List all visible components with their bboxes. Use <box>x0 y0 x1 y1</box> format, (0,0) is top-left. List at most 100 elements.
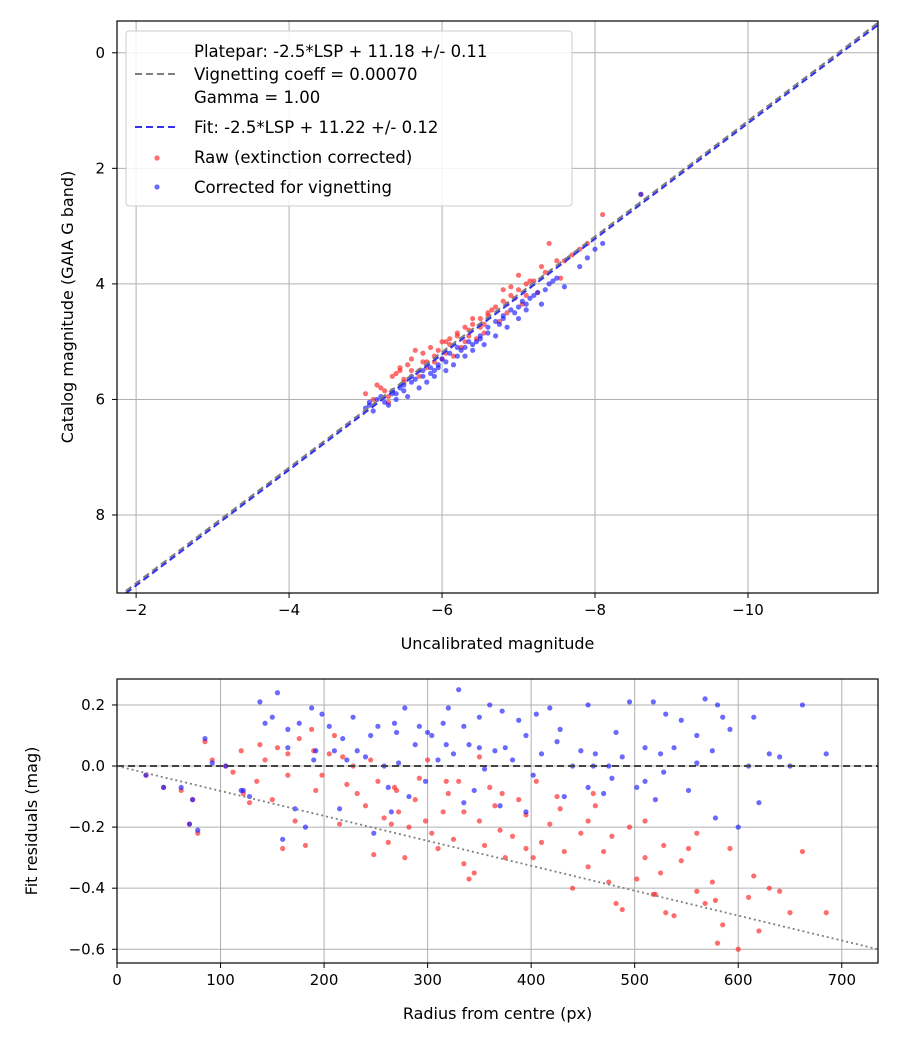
raw-point <box>422 818 429 824</box>
corrected-point <box>500 313 506 319</box>
x-axis-label: Radius from centre (px) <box>403 1004 592 1023</box>
raw-point <box>823 910 829 916</box>
corrected-point <box>652 797 658 803</box>
corrected-point <box>223 763 229 769</box>
corrected-point <box>709 748 715 754</box>
corrected-point <box>393 729 400 736</box>
corrected-point <box>547 705 553 711</box>
x-tick-label: −10 <box>732 601 764 619</box>
corrected-point <box>481 341 487 348</box>
corrected-point <box>340 735 346 742</box>
raw-point <box>397 365 403 371</box>
raw-point <box>642 855 648 861</box>
corrected-point <box>476 714 482 720</box>
raw-point <box>238 748 244 754</box>
corrected-point <box>497 803 503 809</box>
raw-point <box>554 258 560 264</box>
corrected-point <box>366 402 372 408</box>
raw-point <box>408 367 415 374</box>
corrected-point <box>375 723 381 729</box>
raw-point <box>429 830 435 836</box>
x-tick-label: −2 <box>125 601 147 619</box>
corrected-point <box>406 793 412 800</box>
corrected-point <box>533 711 539 717</box>
raw-point <box>527 278 533 284</box>
corrected-point <box>504 324 510 330</box>
corrected-point <box>481 766 488 772</box>
corrected-point <box>657 751 664 757</box>
corrected-point <box>671 745 677 751</box>
raw-point <box>487 784 493 791</box>
corrected-point <box>661 769 667 775</box>
legend-corrected-label: Corrected for vignetting <box>194 178 392 197</box>
corrected-point <box>799 702 806 708</box>
raw-point <box>344 781 350 787</box>
corrected-point <box>777 754 783 760</box>
corrected-point <box>546 281 552 287</box>
corrected-point <box>326 723 332 729</box>
x-tick-label: −4 <box>278 601 300 619</box>
corrected-point <box>523 307 529 313</box>
raw-point <box>661 842 667 849</box>
corrected-point <box>425 729 431 736</box>
raw-point <box>466 333 472 339</box>
raw-point <box>262 757 268 763</box>
raw-point <box>382 388 388 394</box>
corrected-point <box>476 745 482 751</box>
residuals-chart: 0 100 200 300 400 500 600 700 0.2 0.0 −0.2 −0.4 −0.… <box>22 678 879 1023</box>
raw-point <box>375 778 381 784</box>
raw-point <box>499 790 505 797</box>
raw-point <box>712 897 719 903</box>
corrected-point <box>823 751 829 757</box>
raw-point <box>374 382 380 388</box>
corrected-point <box>535 289 541 296</box>
y-tick-label: 0.0 <box>81 757 105 775</box>
legend-fit-label: Fit: -2.5*LSP + 11.22 +/- 0.12 <box>194 118 438 137</box>
raw-point <box>538 839 545 845</box>
corrected-point <box>420 373 426 379</box>
raw-point <box>751 873 757 879</box>
raw-point <box>285 772 291 778</box>
corrected-point <box>714 702 721 708</box>
raw-point <box>671 913 677 919</box>
corrected-point <box>601 790 607 797</box>
y-tick-label: 2 <box>95 159 105 177</box>
raw-point <box>508 292 514 299</box>
corrected-point <box>450 751 457 757</box>
corrected-point <box>523 732 529 739</box>
corrected-point <box>454 353 460 359</box>
raw-point <box>694 888 700 894</box>
raw-point <box>319 772 325 778</box>
raw-point <box>626 824 633 830</box>
corrected-point <box>262 720 268 726</box>
x-axis-ticks: 0 100 200 300 400 500 600 700 <box>112 963 856 989</box>
x-tick-label: 300 <box>413 971 442 989</box>
raw-point <box>309 726 315 732</box>
corrected-point <box>585 784 591 791</box>
corrected-point <box>431 373 438 379</box>
raw-point <box>787 910 793 916</box>
corrected-point <box>160 784 167 791</box>
x-tick-label: −8 <box>584 601 606 619</box>
raw-point <box>554 793 560 800</box>
corrected-point <box>311 757 317 763</box>
x-axis-label: Uncalibrated magnitude <box>401 634 595 653</box>
corrected-point <box>496 321 503 327</box>
raw-point <box>439 339 445 345</box>
corrected-point <box>427 370 434 377</box>
corrected-series <box>143 687 829 842</box>
corrected-point <box>492 333 499 339</box>
raw-point <box>269 797 275 803</box>
y-tick-label: 8 <box>95 506 105 524</box>
corrected-point <box>195 827 201 833</box>
corrected-point <box>368 732 374 739</box>
corrected-point <box>508 307 514 313</box>
legend-raw-label: Raw (extinction corrected) <box>194 148 412 167</box>
corrected-point <box>280 836 286 842</box>
grid <box>116 679 878 963</box>
raw-series <box>143 726 829 952</box>
corrected-point <box>202 735 208 742</box>
raw-point <box>500 287 506 293</box>
raw-point <box>254 778 260 784</box>
